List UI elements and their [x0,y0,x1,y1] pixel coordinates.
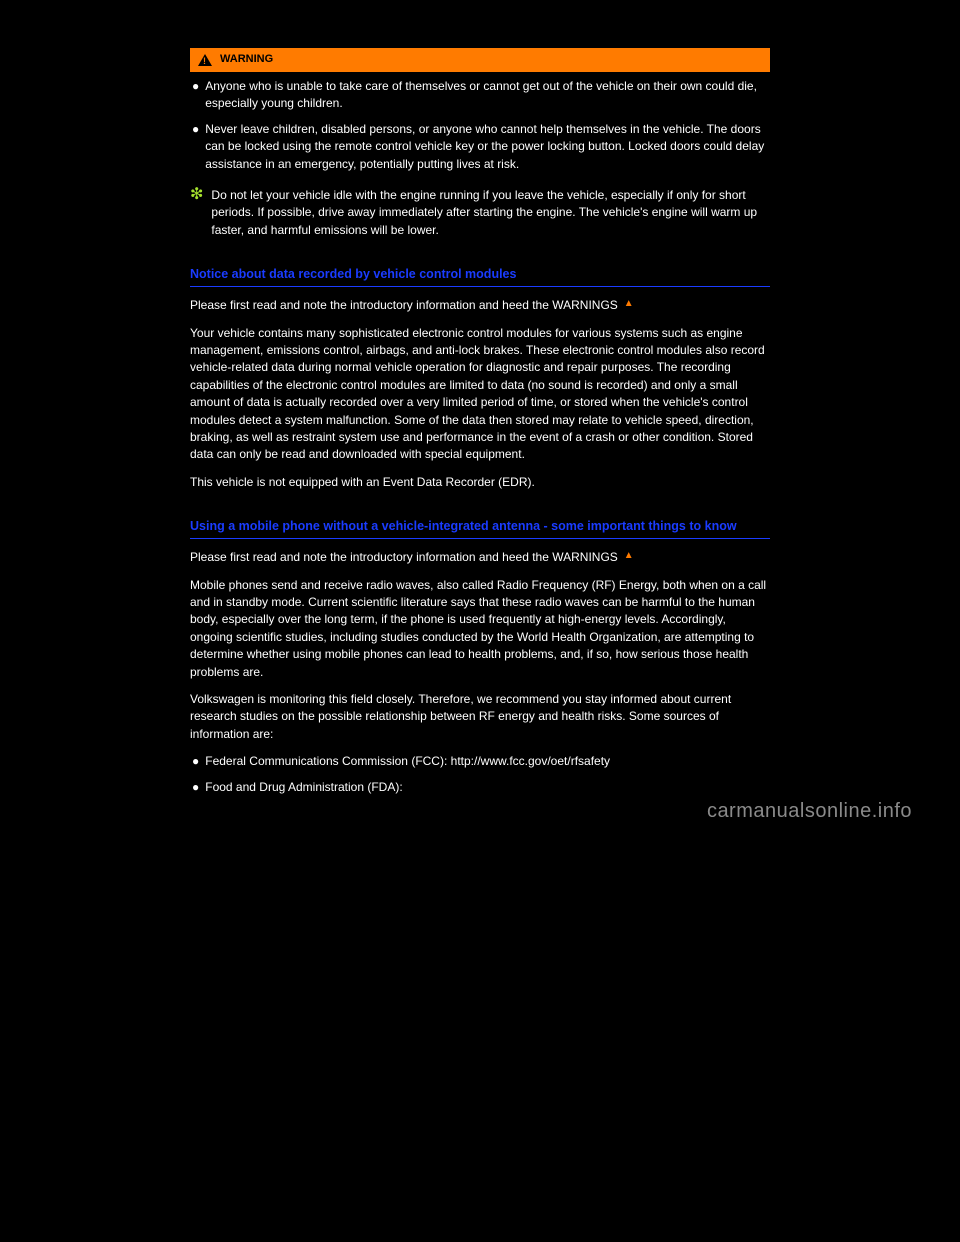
section1-paragraph: This vehicle is not equipped with an Eve… [190,474,770,491]
bullet-icon: ● [192,779,199,796]
warning-triangle-icon [198,54,212,66]
section2-paragraph: Mobile phones send and receive radio wav… [190,577,770,681]
list-item-text: Federal Communications Commission (FCC):… [205,753,610,770]
list-item-text: Food and Drug Administration (FDA): [205,779,402,796]
list-item: ● Food and Drug Administration (FDA): [190,779,770,796]
eco-note: ❇ Do not let your vehicle idle with the … [190,187,770,239]
flower-icon: ❇ [190,187,203,203]
eco-note-text: Do not let your vehicle idle with the en… [211,187,770,239]
section-intro: Please first read and note the introduct… [190,549,770,566]
warning-bullet-text: Anyone who is unable to take care of the… [205,78,770,113]
warning-bullet-text: Never leave children, disabled persons, … [205,121,770,173]
section2-paragraph: Volkswagen is monitoring this field clos… [190,691,770,743]
intro-text: Please first read and note the introduct… [190,549,618,566]
bullet-icon: ● [192,78,199,113]
intro-text: Please first read and note the introduct… [190,297,618,314]
section1-paragraph: Your vehicle contains many sophisticated… [190,325,770,464]
warning-banner: WARNING [190,48,770,72]
warning-caret-icon: ▲ [624,549,634,563]
list-item: ● Federal Communications Commission (FCC… [190,753,770,770]
watermark-text: carmanualsonline.info [707,797,912,826]
warning-bullet: ● Never leave children, disabled persons… [190,121,770,173]
section-heading-data-recorded: Notice about data recorded by vehicle co… [190,265,770,287]
section-intro: Please first read and note the introduct… [190,297,770,314]
section-heading-mobile-phone: Using a mobile phone without a vehicle-i… [190,517,770,539]
warning-bullet: ● Anyone who is unable to take care of t… [190,78,770,113]
bullet-icon: ● [192,753,199,770]
warning-label: WARNING [220,52,273,68]
warning-caret-icon: ▲ [624,297,634,311]
bullet-icon: ● [192,121,199,173]
